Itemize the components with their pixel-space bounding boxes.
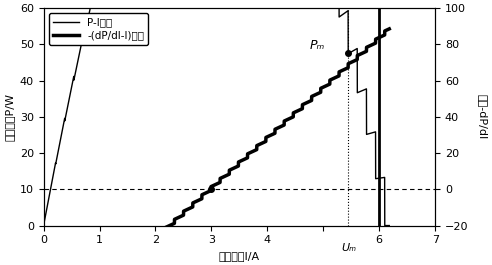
-(dP/dI-I)曲线 <box>379 34 385 38</box>
-(dP/dI-I)曲线 <box>342 68 348 71</box>
Legend: P-I曲线, -(dP/dI-I)曲线: P-I曲线, -(dP/dI-I)曲线 <box>49 13 149 45</box>
Line: P-I曲线: P-I曲线 <box>44 0 389 226</box>
P-I曲线 <box>342 11 348 14</box>
Text: Uₘ: Uₘ <box>341 243 356 253</box>
P-I曲线 <box>380 176 386 179</box>
Text: Pₘ: Pₘ <box>310 39 325 52</box>
Y-axis label: 导数-dP/dI: 导数-dP/dI <box>478 94 488 139</box>
X-axis label: 输出电流I/A: 输出电流I/A <box>219 251 260 261</box>
-(dP/dI-I)曲线 <box>173 217 179 220</box>
P-I曲线 <box>386 224 392 227</box>
Y-axis label: 输出功率P/W: 输出功率P/W <box>4 93 14 141</box>
Line: -(dP/dI-I)曲线: -(dP/dI-I)曲线 <box>44 29 389 265</box>
P-I曲线 <box>80 35 86 38</box>
P-I曲线 <box>41 224 47 227</box>
-(dP/dI-I)曲线 <box>386 27 392 30</box>
-(dP/dI-I)曲线 <box>188 206 194 209</box>
